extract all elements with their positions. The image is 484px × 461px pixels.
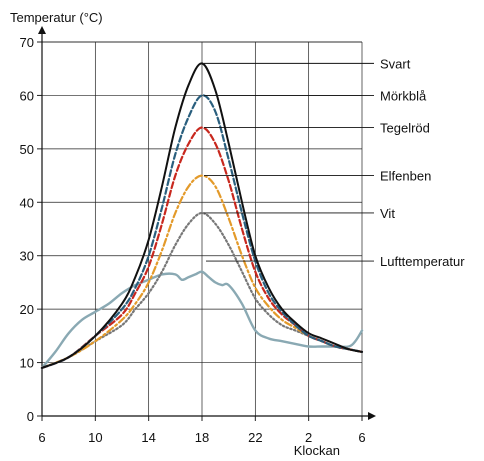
- y-tick-label: 30: [20, 249, 34, 264]
- legend-label: Tegelröd: [380, 120, 430, 135]
- y-axis-label: Temperatur (°C): [10, 10, 103, 25]
- x-tick-label: 14: [141, 430, 155, 445]
- x-tick-label: 6: [358, 430, 365, 445]
- series-line-svart: [41, 62, 363, 369]
- y-tick-label: 40: [20, 195, 34, 210]
- x-tick-label: 2: [305, 430, 312, 445]
- y-tick-label: 0: [27, 409, 34, 424]
- series-lines: [40, 62, 364, 370]
- legend: Svart Mörkblå Tegelröd Elfenben Vit Lufttempe…: [204, 56, 465, 269]
- x-axis-label: Klockan: [294, 443, 340, 458]
- x-axis-arrow: [368, 412, 376, 420]
- legend-label: Lufttemperatur: [380, 254, 465, 269]
- series-line-lufttemperatur: [40, 270, 364, 370]
- x-tick-label: 22: [248, 430, 262, 445]
- y-tick-label: 10: [20, 356, 34, 371]
- y-tick-label: 20: [20, 302, 34, 317]
- x-tick-label: 10: [88, 430, 102, 445]
- y-tick-label: 50: [20, 142, 34, 157]
- grid-lines: [42, 41, 363, 416]
- series-line-m-rkbl-: [40, 94, 364, 369]
- y-tick-label: 70: [20, 35, 34, 50]
- x-tick-label: 6: [38, 430, 45, 445]
- legend-label: Mörkblå: [380, 88, 427, 103]
- y-axis-arrow: [38, 26, 46, 34]
- y-tick-label: 60: [20, 88, 34, 103]
- legend-label: Svart: [380, 56, 411, 71]
- legend-label: Elfenben: [380, 169, 431, 184]
- x-tick-label: 18: [195, 430, 209, 445]
- legend-label: Vit: [380, 206, 395, 221]
